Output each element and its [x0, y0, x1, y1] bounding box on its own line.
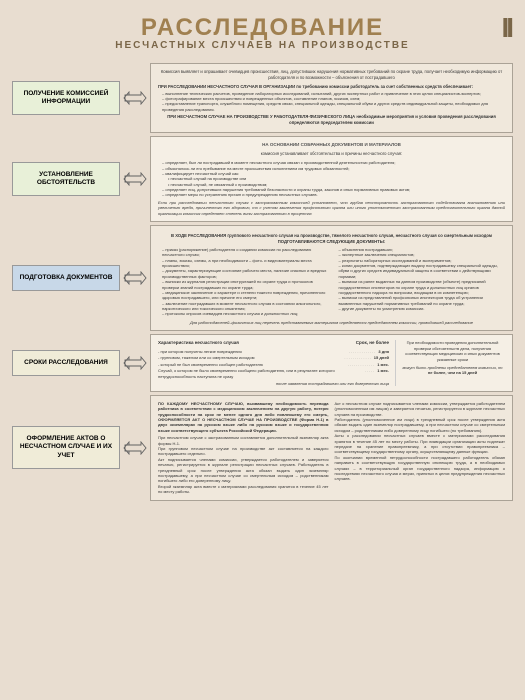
header: II РАССЛЕДОВАНИЕ НЕСЧАСТНЫХ СЛУЧАЕВ НА П… — [12, 14, 513, 51]
b2-t1: НА ОСНОВАНИИ СОБРАННЫХ ДОКУМЕНТОВ И МАТЕ… — [158, 142, 505, 148]
text-box-3: В ХОДЕ РАССЛЕДОВАНИЯ группового несчастн… — [150, 225, 513, 331]
step-box-documents: ПОДГОТОВКА ДОКУМЕНТОВ — [12, 265, 120, 291]
row-5: ОФОРМЛЕНИЕ АКТОВ О НЕСЧАСТНОМ СЛУЧАЕ И И… — [12, 395, 513, 501]
roman-numeral: II — [501, 12, 511, 44]
text-box-1: Комиссия выявляет и опрашивает очевидцев… — [150, 63, 513, 133]
b3-foot: Для работодателей–физических лиц перечен… — [158, 320, 505, 325]
arrow-3 — [122, 225, 148, 331]
row-2: УСТАНОВЛЕНИЕ ОБСТОЯТЕЛЬСТВ НА ОСНОВАНИИ … — [12, 136, 513, 222]
b2-note: Если при расследовании несчастного случа… — [158, 200, 505, 216]
content: ПОЛУЧЕНИЕ КОМИССИЕЙ ИНФОРМАЦИИ Комиссия … — [12, 63, 513, 688]
row-4: СРОКИ РАССЛЕДОВАНИЯ Характеристика несча… — [12, 334, 513, 392]
b3-t1: В ХОДЕ РАССЛЕДОВАНИЯ группового несчастн… — [158, 233, 505, 245]
b2-i3: квалифицирует несчастный случай как: • н… — [162, 171, 505, 187]
b2-t2: комиссия устанавливает обстоятельства и … — [158, 151, 505, 157]
b1-t1: ПРИ РАССЛЕДОВАНИИ НЕСЧАСТНОГО СЛУЧАЯ В О… — [158, 84, 505, 90]
b1-i3: предоставление транспорта, служебного по… — [162, 101, 505, 112]
text-box-5: ПО КАЖДОМУ НЕСЧАСТНОМУ СЛУЧАЮ, вызвавшем… — [150, 395, 513, 501]
arrow-1 — [122, 63, 148, 133]
arrow-2 — [122, 136, 148, 222]
step-box-circumstances: УСТАНОВЛЕНИЕ ОБСТОЯТЕЛЬСТВ — [12, 162, 120, 197]
step-box-info: ПОЛУЧЕНИЕ КОМИССИЕЙ ИНФОРМАЦИИ — [12, 81, 120, 116]
text-box-2: НА ОСНОВАНИИ СОБРАННЫХ ДОКУМЕНТОВ И МАТЕ… — [150, 136, 513, 222]
arrow-4 — [122, 334, 148, 392]
b1-intro: Комиссия выявляет и опрашивает очевидцев… — [158, 69, 505, 81]
page-subtitle: НЕСЧАСТНЫХ СЛУЧАЕВ НА ПРОИЗВОДСТВЕ — [12, 40, 513, 51]
row-3: ПОДГОТОВКА ДОКУМЕНТОВ В ХОДЕ РАССЛЕДОВАН… — [12, 225, 513, 331]
text-box-4: Характеристика несчастного случая Срок, … — [150, 334, 513, 392]
page-title: РАССЛЕДОВАНИЕ — [12, 14, 513, 42]
row-1: ПОЛУЧЕНИЕ КОМИССИЕЙ ИНФОРМАЦИИ Комиссия … — [12, 63, 513, 133]
b2-i5: определяет меры по устранению причин и п… — [162, 192, 505, 197]
step-box-terms: СРОКИ РАССЛЕДОВАНИЯ — [12, 350, 120, 376]
step-box-acts: ОФОРМЛЕНИЕ АКТОВ О НЕСЧАСТНОМ СЛУЧАЕ И И… — [12, 426, 120, 469]
arrow-5 — [122, 395, 148, 501]
b1-t2: ПРИ НЕСЧАСТНОМ СЛУЧАЕ НА ПРОИЗВОДСТВЕ У … — [158, 114, 505, 126]
